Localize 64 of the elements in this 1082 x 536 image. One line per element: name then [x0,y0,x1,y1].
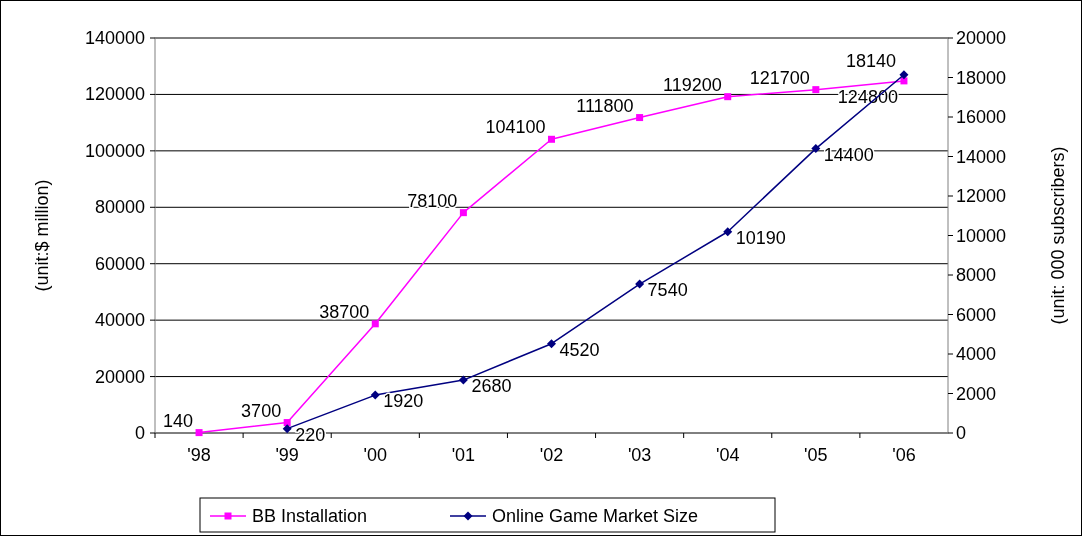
data-label: 2680 [471,376,512,397]
data-label: 10190 [735,227,786,248]
data-label: 121700 [749,67,810,88]
point [547,339,556,349]
y-tick-label: 0 [134,423,145,443]
data-label: 7540 [647,280,688,301]
y-tick-label: 120000 [84,84,145,105]
legend-label: Online Game Market Size [492,506,699,526]
y2-tick-label: 4000 [956,344,997,364]
point [459,209,467,217]
y2-tick-label: 2000 [956,383,997,404]
data-label: 14400 [823,144,874,165]
y-tick-label: 60000 [94,253,145,274]
y-tick-label: 100000 [84,140,145,161]
point [636,114,644,122]
point [195,429,203,437]
x-tick-label: '03 [627,445,652,465]
y-axis-title: (unit:$ million) [32,179,52,292]
y2-tick-label: 12000 [956,186,1007,206]
data-label: 111800 [576,95,634,116]
y-tick-label: 140000 [84,28,145,48]
data-label: 4520 [559,339,600,360]
data-label: 140 [163,410,194,431]
data-label: 104100 [485,117,546,138]
x-tick-label: '06 [892,445,916,465]
x-tick-label: '05 [804,445,828,465]
point [458,375,468,385]
x-tick-label: '02 [539,445,564,465]
y2-axis-title: (unit: 000 subscribers) [1048,146,1068,325]
x-tick-label: '01 [451,445,476,465]
data-label: 1920 [383,391,424,412]
y-tick-label: 80000 [94,197,145,218]
y-tick-label: 40000 [94,310,145,331]
point [370,390,380,400]
point [548,135,555,143]
y2-tick-label: 6000 [956,304,997,325]
x-tick-label: '98 [187,445,211,465]
point [371,320,379,328]
y2-tick-label: 20000 [956,28,1007,48]
y2-tick-label: 8000 [956,265,997,285]
point [812,86,820,94]
x-tick-label: '99 [275,445,299,465]
data-label: 220 [295,424,326,445]
data-label: 78100 [407,190,458,211]
y-tick-label: 20000 [94,366,145,387]
point [899,70,909,80]
data-label: 18140 [845,50,896,71]
point [635,279,645,289]
point [724,93,732,101]
legend-label: BB Installation [252,506,368,526]
data-label: 119200 [662,74,722,95]
data-label: 38700 [319,301,370,322]
y2-tick-label: 0 [956,423,967,443]
data-label: 3700 [241,400,282,421]
y2-tick-label: 16000 [956,107,1007,127]
point [282,424,292,434]
y2-tick-label: 10000 [956,225,1007,246]
point [723,227,733,237]
y2-tick-label: 18000 [956,67,1007,88]
point [283,419,291,427]
point [811,144,821,154]
x-tick-label: '04 [715,445,740,465]
y2-tick-label: 14000 [956,146,1007,167]
x-tick-label: '00 [363,445,388,465]
